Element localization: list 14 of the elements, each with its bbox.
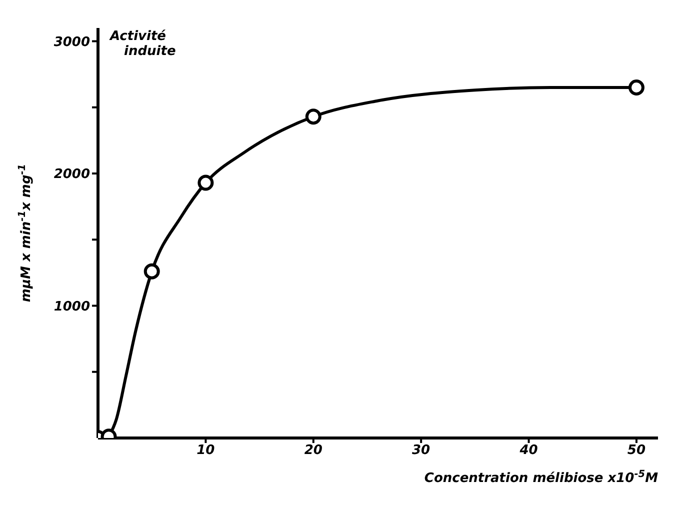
annotation: Activité induite [109,29,176,59]
point [628,80,644,96]
y-tick-label: 1000 [54,299,90,314]
x-tick-label: 20 [304,443,322,458]
x-tick-label: 10 [196,443,215,458]
point [305,108,322,125]
x-tick-label: 40 [518,443,538,458]
x-tick-label: 30 [412,443,430,458]
point [144,263,160,280]
point [198,174,214,191]
x-tick-label: 50 [627,443,646,458]
x-axis-title: Concentration mélibiose x10$^{-5}$M [424,468,658,486]
y-tick-label: 2000 [54,167,90,182]
y-tick-label: 3000 [54,34,90,50]
